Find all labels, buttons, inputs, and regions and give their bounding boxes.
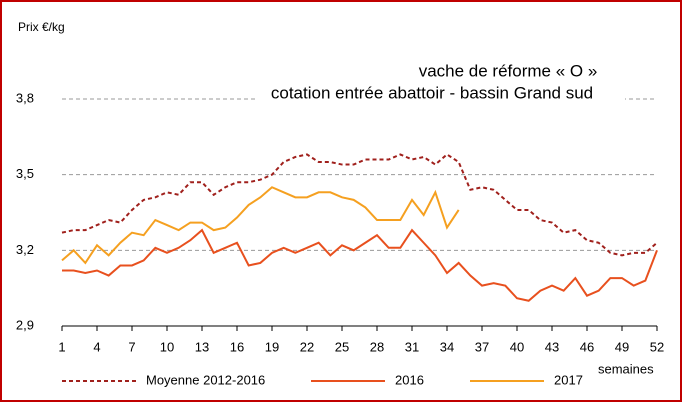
x-tick-label: 52	[650, 339, 664, 354]
x-axis-label: semaines	[598, 361, 654, 376]
line-series	[61, 153, 658, 257]
x-tick-label: 40	[510, 339, 524, 354]
x-tick-label: 46	[580, 339, 594, 354]
y-axis-label: Prix €/kg	[18, 20, 65, 34]
legend-label: 2016	[395, 372, 424, 387]
x-tick-label: 7	[128, 339, 135, 354]
x-tick-label: 19	[265, 339, 279, 354]
x-tick-label: 28	[370, 339, 384, 354]
x-tick-label: 16	[230, 339, 244, 354]
x-tick-label: 22	[300, 339, 314, 354]
y-tick-label: 2,9	[16, 317, 34, 332]
x-tick-label: 4	[93, 339, 100, 354]
x-tick-label: 37	[475, 339, 489, 354]
x-tick-label: 10	[160, 339, 174, 354]
x-tick-label: 49	[615, 339, 629, 354]
legend-label: Moyenne 2012-2016	[146, 372, 265, 387]
line-series	[61, 186, 460, 265]
x-tick-label: 25	[335, 339, 349, 354]
chart-title: vache de réforme « O »	[419, 61, 598, 80]
x-tick-label: 43	[545, 339, 559, 354]
title-background	[255, 58, 625, 106]
chart-title: cotation entrée abattoir - bassin Grand …	[271, 83, 593, 102]
y-tick-label: 3,8	[16, 90, 34, 105]
x-tick-label: 13	[195, 339, 209, 354]
legend-label: 2017	[554, 372, 583, 387]
x-tick-label: 1	[58, 339, 65, 354]
line-series	[62, 228, 658, 302]
x-tick-label: 34	[440, 339, 454, 354]
x-tick-label: 31	[405, 339, 419, 354]
y-tick-label: 3,2	[16, 242, 34, 257]
y-tick-label: 3,5	[16, 166, 34, 181]
